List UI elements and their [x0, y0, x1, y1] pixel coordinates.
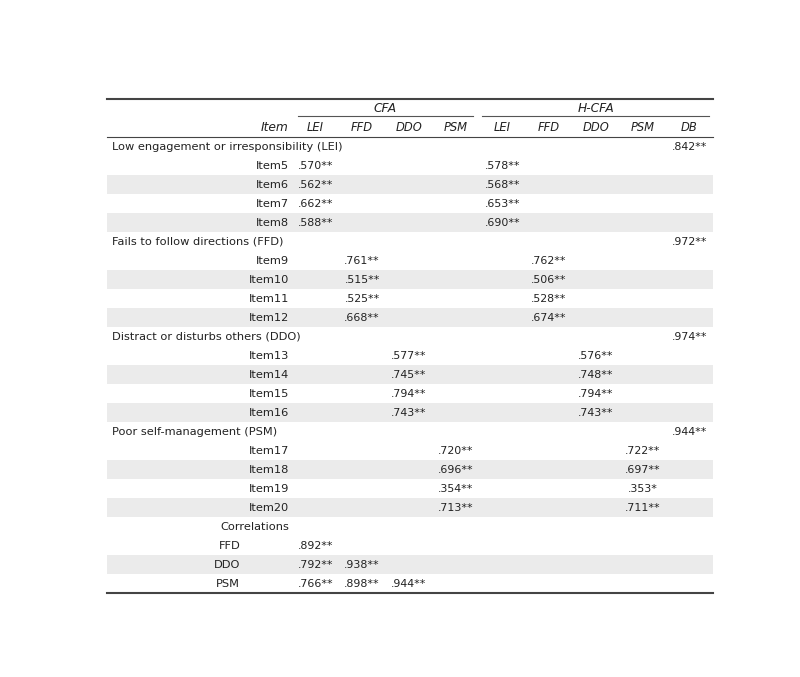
Text: .690**: .690**	[485, 218, 520, 228]
Text: .766**: .766**	[298, 579, 333, 589]
Text: .711**: .711**	[625, 503, 660, 512]
Text: Item10: Item10	[249, 275, 289, 285]
Text: .562**: .562**	[298, 180, 333, 190]
Text: PSM: PSM	[216, 579, 240, 589]
Text: .696**: .696**	[438, 464, 474, 475]
Text: .570**: .570**	[298, 161, 333, 171]
Text: .892**: .892**	[298, 541, 333, 550]
Text: PSM: PSM	[630, 121, 654, 135]
Text: Item7: Item7	[256, 199, 289, 209]
Bar	[107, 175, 713, 194]
Text: .762**: .762**	[531, 256, 566, 266]
Text: .354**: .354**	[438, 484, 474, 494]
Text: FFD: FFD	[218, 541, 240, 550]
Text: .713**: .713**	[438, 503, 474, 512]
Text: .938**: .938**	[344, 560, 380, 569]
Text: .748**: .748**	[578, 370, 614, 380]
Text: Distract or disturbs others (DDO): Distract or disturbs others (DDO)	[112, 332, 301, 342]
Text: .743**: .743**	[578, 408, 614, 418]
Bar	[107, 308, 713, 327]
Text: FFD: FFD	[538, 121, 560, 135]
Text: Item9: Item9	[256, 256, 289, 266]
Bar	[107, 213, 713, 232]
Text: .794**: .794**	[391, 389, 426, 399]
Bar	[107, 403, 713, 422]
Bar	[107, 555, 713, 574]
Text: DB: DB	[681, 121, 698, 135]
Text: .972**: .972**	[671, 237, 707, 247]
Text: Poor self-management (PSM): Poor self-management (PSM)	[112, 427, 278, 437]
Text: Item20: Item20	[249, 503, 289, 512]
Text: .668**: .668**	[344, 313, 380, 323]
Text: Item: Item	[261, 121, 289, 135]
Text: .974**: .974**	[671, 332, 707, 342]
Text: .842**: .842**	[671, 142, 707, 152]
Text: .674**: .674**	[531, 313, 566, 323]
Text: LEI: LEI	[307, 121, 324, 135]
Text: .944**: .944**	[391, 579, 426, 589]
Text: Item6: Item6	[256, 180, 289, 190]
Text: .578**: .578**	[485, 161, 520, 171]
Text: .576**: .576**	[578, 351, 614, 361]
Text: .515**: .515**	[345, 275, 380, 285]
Text: .353*: .353*	[627, 484, 658, 494]
Bar	[107, 498, 713, 517]
Text: DDO: DDO	[395, 121, 422, 135]
Text: .568**: .568**	[485, 180, 520, 190]
Text: .720**: .720**	[438, 445, 474, 456]
Text: Item15: Item15	[249, 389, 289, 399]
Text: .697**: .697**	[625, 464, 660, 475]
Text: .506**: .506**	[531, 275, 566, 285]
Text: .528**: .528**	[531, 294, 566, 304]
Text: .662**: .662**	[298, 199, 333, 209]
Text: FFD: FFD	[351, 121, 373, 135]
Bar	[107, 366, 713, 385]
Text: .588**: .588**	[298, 218, 333, 228]
Text: .525**: .525**	[345, 294, 380, 304]
Text: DDO: DDO	[214, 560, 240, 569]
Text: Item19: Item19	[249, 484, 289, 494]
Text: .944**: .944**	[671, 427, 707, 437]
Text: Item13: Item13	[249, 351, 289, 361]
Text: Item17: Item17	[249, 445, 289, 456]
Text: .743**: .743**	[391, 408, 426, 418]
Text: .722**: .722**	[625, 445, 660, 456]
Text: DDO: DDO	[582, 121, 609, 135]
Text: Item14: Item14	[249, 370, 289, 380]
Bar	[107, 460, 713, 479]
Text: Item16: Item16	[249, 408, 289, 418]
Text: Item8: Item8	[256, 218, 289, 228]
Text: H-CFA: H-CFA	[578, 102, 614, 116]
Bar	[107, 270, 713, 289]
Text: .745**: .745**	[391, 370, 426, 380]
Text: Fails to follow directions (FFD): Fails to follow directions (FFD)	[112, 237, 284, 247]
Text: Low engagement or irresponsibility (LEI): Low engagement or irresponsibility (LEI)	[112, 142, 343, 152]
Text: .792**: .792**	[298, 560, 333, 569]
Text: Item11: Item11	[249, 294, 289, 304]
Text: .794**: .794**	[578, 389, 614, 399]
Text: Correlations: Correlations	[220, 522, 289, 531]
Text: Item12: Item12	[249, 313, 289, 323]
Text: CFA: CFA	[374, 102, 397, 116]
Text: .898**: .898**	[344, 579, 380, 589]
Text: Item5: Item5	[256, 161, 289, 171]
Text: .653**: .653**	[485, 199, 520, 209]
Text: .577**: .577**	[391, 351, 426, 361]
Text: LEI: LEI	[494, 121, 510, 135]
Text: .761**: .761**	[344, 256, 380, 266]
Text: Item18: Item18	[249, 464, 289, 475]
Text: PSM: PSM	[443, 121, 467, 135]
